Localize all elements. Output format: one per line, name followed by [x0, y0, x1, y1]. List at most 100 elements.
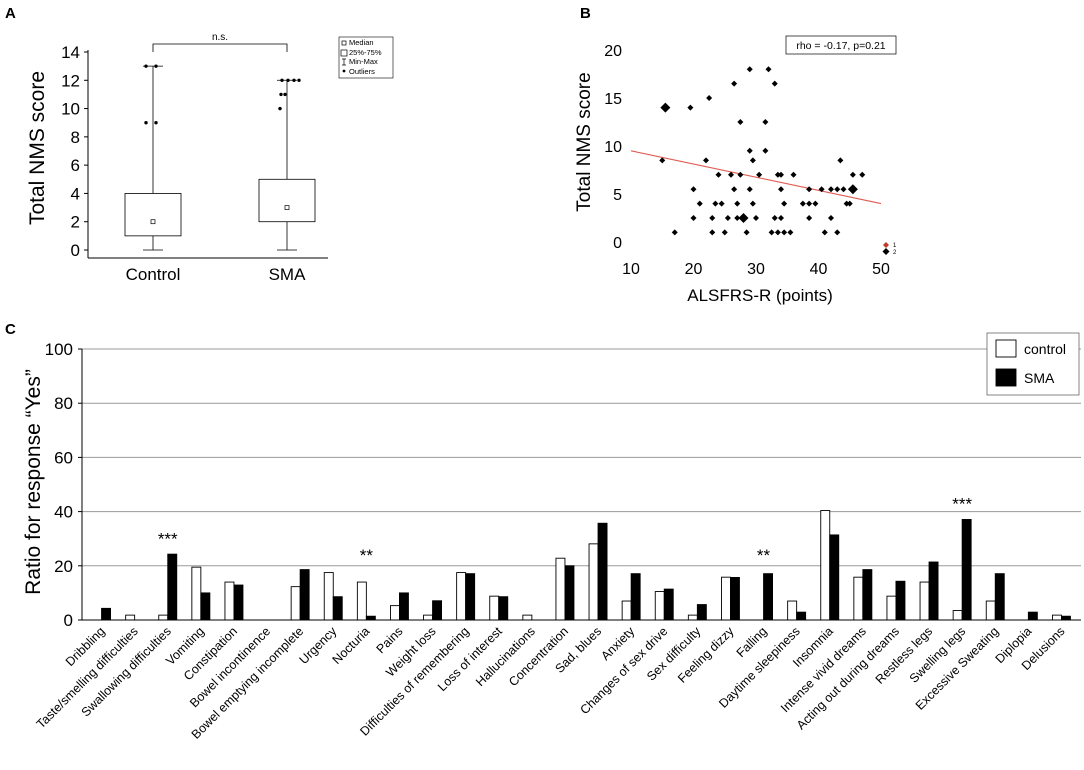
panel-a-y-tick-label: 8 [71, 128, 80, 147]
scatter-point [762, 147, 769, 154]
panel-b-y-tick-label: 20 [604, 43, 622, 60]
bar-control [456, 572, 467, 621]
panel-b: B Total NMS score 0 5 10 15 20 10 20 30 40 50 AL… [574, 5, 897, 305]
legend-median-label: Median [349, 38, 374, 47]
panel-a-y-ticks: 0 2 4 6 8 10 12 14 [61, 43, 88, 260]
panel-b-x-tick-label: 50 [872, 261, 890, 278]
bar-control [125, 614, 136, 621]
panel-b-x-tick-label: 20 [685, 261, 703, 278]
scatter-point [778, 171, 784, 178]
bar-sma [332, 596, 343, 621]
scatter-point [821, 229, 828, 236]
scatter-point [753, 215, 759, 221]
panel-a-boxes [124, 64, 316, 251]
scatter-point [687, 104, 694, 111]
bar-control [654, 591, 665, 621]
panel-c-significance: ***** ***** [158, 494, 973, 564]
bar-control [985, 600, 996, 621]
outlier-point [154, 121, 158, 125]
panel-a-significance-bracket [152, 43, 288, 52]
bar-control [191, 566, 202, 621]
bar-sma [928, 561, 939, 621]
bar-sma [299, 569, 310, 621]
bar-sma [399, 592, 409, 621]
panel-b-mark-1-label: 1 [893, 243, 897, 249]
scatter-point [828, 186, 834, 193]
scatter-point [818, 186, 825, 193]
panel-b-points [659, 66, 866, 236]
scatter-point [834, 186, 841, 193]
legend-iqr-label: 25%-75% [349, 48, 382, 57]
legend-minmax-icon [342, 58, 346, 66]
panel-a: A Total NMS score 0 2 4 6 8 10 12 14 n.s. Contr… [5, 5, 394, 284]
panel-b-stats-annotation: rho = -0.17, p=0.21 [796, 40, 885, 52]
panel-c-y-tick-label: 40 [54, 503, 73, 522]
bar-control [158, 614, 169, 621]
box-sma-median [284, 205, 290, 210]
bar-sma [630, 573, 641, 621]
legend-control-swatch [995, 339, 1017, 358]
bar-control [820, 510, 831, 621]
bar-sma [730, 577, 740, 621]
scatter-point [781, 200, 788, 207]
legend-outlier-icon [342, 69, 346, 73]
scatter-point [781, 229, 788, 236]
scatter-point [812, 200, 819, 207]
panel-c-letter: C [5, 321, 16, 338]
bar-sma [829, 534, 840, 621]
panel-a-y-tick-label: 14 [61, 43, 80, 62]
scatter-point [718, 200, 725, 207]
legend-control-label: control [1024, 341, 1066, 357]
panel-b-x-label: ALSFRS-R (points) [687, 286, 832, 305]
bar-sma [1060, 615, 1071, 621]
panel-a-y-tick-label: 10 [61, 100, 80, 119]
panel-b-stats-box [785, 35, 897, 55]
panel-a-significance-label: n.s. [212, 32, 228, 43]
box-control-iqr [124, 193, 182, 237]
outlier-point [144, 121, 148, 125]
scatter-point [774, 229, 781, 236]
panel-a-legend: Median 25%-75% Min-Max Outliers [338, 36, 394, 79]
bar-sma [564, 565, 575, 621]
scatter-point [737, 119, 744, 125]
bar-sma [763, 573, 773, 621]
bar-control [224, 581, 235, 621]
scatter-point [749, 157, 756, 164]
panel-b-y-tick-label: 5 [613, 187, 622, 204]
bar-control [721, 576, 731, 621]
bar-control [323, 572, 334, 621]
panel-c-y-tick-label: 0 [64, 611, 73, 630]
bar-sma [597, 522, 608, 621]
bar-control [489, 595, 500, 621]
bar-control [853, 576, 864, 621]
panel-b-y-ticks: 0 5 10 15 20 [604, 43, 622, 252]
panel-a-legend-frame [338, 36, 394, 79]
scatter-point [806, 186, 813, 193]
scatter-point [834, 229, 841, 236]
scatter-point [768, 229, 775, 236]
panel-b-y-tick-label: 0 [613, 235, 622, 252]
scatter-point [806, 215, 813, 221]
bar-sma [233, 584, 244, 621]
panel-b-x-ticks: 10 20 30 40 50 [622, 261, 890, 278]
panel-b-x-tick-label: 10 [622, 261, 640, 278]
scatter-point [743, 229, 750, 236]
panel-a-y-tick-label: 2 [71, 213, 80, 232]
scatter-point [671, 229, 678, 236]
legend-iqr-icon [340, 49, 348, 57]
bar-sma [365, 615, 376, 621]
bar-sma [862, 569, 873, 621]
scatter-point [806, 200, 813, 207]
outlier-point [297, 78, 301, 82]
scatter-point [659, 157, 666, 164]
bar-sma [498, 596, 509, 621]
scatter-point [843, 200, 850, 207]
panel-b-y-tick-label: 15 [604, 91, 622, 108]
bar-sma [101, 607, 112, 621]
bar-sma [167, 553, 178, 621]
panel-b-mark-1-icon [883, 242, 889, 248]
bar-sma [465, 573, 476, 621]
bar-control [621, 600, 632, 621]
panel-a-y-tick-label: 4 [71, 184, 80, 203]
